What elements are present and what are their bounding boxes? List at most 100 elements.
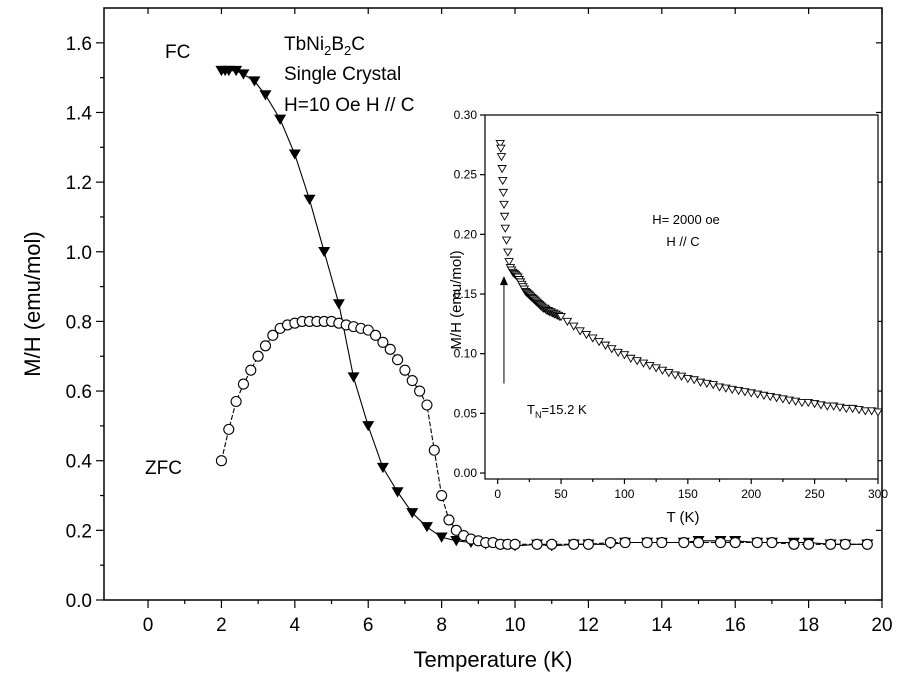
zfc-series-markers: [215, 315, 873, 550]
compound-formula: TbNi2B2C: [284, 34, 365, 58]
fc-point: [406, 508, 419, 519]
main-y-tick-label: 1.6: [66, 34, 92, 55]
zfc-point: [582, 538, 594, 550]
main-y-tick-label: 0.6: [66, 382, 92, 403]
zfc-point: [825, 538, 837, 550]
main-y-tick-label: 0.4: [66, 452, 93, 473]
inset-plot-frame: [484, 114, 879, 480]
inset-point: [721, 384, 731, 393]
zfc-point: [531, 538, 543, 550]
inset-point: [790, 397, 801, 406]
zfc-point: [436, 489, 448, 502]
zfc-point: [428, 444, 440, 456]
zfc-point: [443, 514, 455, 526]
inset-point: [835, 403, 845, 412]
inset-point: [759, 391, 769, 400]
inset-point: [854, 406, 864, 415]
inset-point: [809, 400, 820, 409]
main-x-tick-label: 20: [871, 615, 892, 636]
zfc-point: [230, 395, 242, 408]
inset-y-tick-label: 0.20: [454, 227, 478, 241]
inset-x-tick-label: 200: [741, 487, 761, 501]
fc-point: [237, 69, 250, 80]
inset-point: [496, 153, 507, 162]
zfc-point: [546, 538, 558, 550]
zfc-point: [803, 538, 815, 550]
inset-point: [626, 354, 636, 363]
inset-point: [765, 393, 776, 402]
zfc-point: [406, 375, 418, 387]
zfc-point: [788, 538, 800, 550]
inset-point: [740, 388, 750, 397]
inset-point: [860, 407, 871, 416]
inset-point: [746, 389, 757, 398]
zfc-point: [252, 350, 264, 362]
inset-point: [499, 200, 509, 209]
fc-point: [274, 114, 287, 125]
zfc-series-label: ZFC: [145, 458, 182, 479]
zfc-point: [421, 399, 433, 411]
inset-x-tick-label: 0: [494, 487, 501, 501]
main-y-tick-label: 0.0: [66, 591, 92, 612]
fc-point: [376, 462, 389, 474]
inset-x-tick-label: 50: [554, 487, 568, 501]
inset-y-tick-label: 0.00: [454, 466, 478, 480]
zfc-point: [678, 536, 690, 549]
zfc-point: [399, 364, 411, 376]
main-chart: 0 2 4 6 8 10 12 14 16 18 20 0.0 0.2 0.4 0.6 0.8 1.0 1.2 1.…: [20, 7, 893, 672]
zfc-point: [362, 324, 374, 336]
main-x-tick-label: 2: [216, 615, 227, 636]
main-x-tick-label: 0: [143, 615, 154, 636]
zfc-point: [604, 536, 616, 549]
main-x-tick-label: 10: [504, 615, 525, 636]
inset-point: [670, 371, 680, 380]
inset-point: [501, 236, 512, 245]
zfc-point: [766, 536, 778, 549]
inset-point: [562, 317, 573, 326]
zfc-point: [215, 455, 227, 467]
inset-field-label: H= 2000 oe: [652, 212, 720, 227]
inset-point: [498, 188, 509, 198]
inset-x-tick-label: 250: [805, 487, 825, 501]
zfc-point: [370, 329, 382, 341]
inset-point: [816, 401, 826, 410]
inset-point: [822, 402, 833, 411]
inset-point: [695, 378, 706, 387]
main-plot-frame: [103, 7, 883, 601]
zfc-point: [656, 536, 668, 549]
inset-chart: 0 50 100 150 200 250 300 0.00 0.05 0.10 0.15 0.20 0.…: [448, 108, 888, 526]
zfc-point: [641, 536, 653, 549]
main-field-label: H=10 Oe H // C: [284, 95, 414, 116]
inset-point: [657, 366, 668, 375]
inset-point: [702, 379, 712, 389]
zfc-point: [259, 340, 272, 352]
fc-series-label: FC: [165, 42, 190, 63]
zfc-point: [450, 524, 462, 536]
fc-point: [230, 65, 243, 77]
zfc-point: [568, 538, 580, 550]
zfc-point: [223, 423, 235, 435]
inset-point: [771, 394, 782, 403]
zfc-point: [245, 364, 257, 376]
inset-y-tick-label: 0.15: [454, 287, 478, 301]
inset-point: [556, 313, 566, 322]
inset-point: [632, 357, 642, 366]
inset-point: [499, 212, 510, 221]
main-x-tick-label: 18: [798, 615, 819, 636]
inset-y-axis-title: M/H (emu/mol): [448, 250, 465, 349]
zfc-point: [377, 336, 389, 348]
main-y-tick-label: 0.8: [66, 312, 92, 333]
tn-arrow-head: [499, 276, 508, 286]
zfc-point: [267, 329, 279, 341]
main-x-tick-label: 12: [578, 615, 599, 636]
inset-point: [828, 402, 839, 411]
inset-point: [568, 322, 579, 331]
inset-point: [638, 359, 649, 368]
inset-y-tick-label: 0.05: [454, 406, 478, 420]
inset-point: [727, 385, 737, 394]
inset-point: [496, 144, 506, 153]
inset-x-axis-title: T (K): [666, 509, 699, 526]
zfc-point: [861, 538, 873, 550]
inset-point: [803, 398, 814, 408]
